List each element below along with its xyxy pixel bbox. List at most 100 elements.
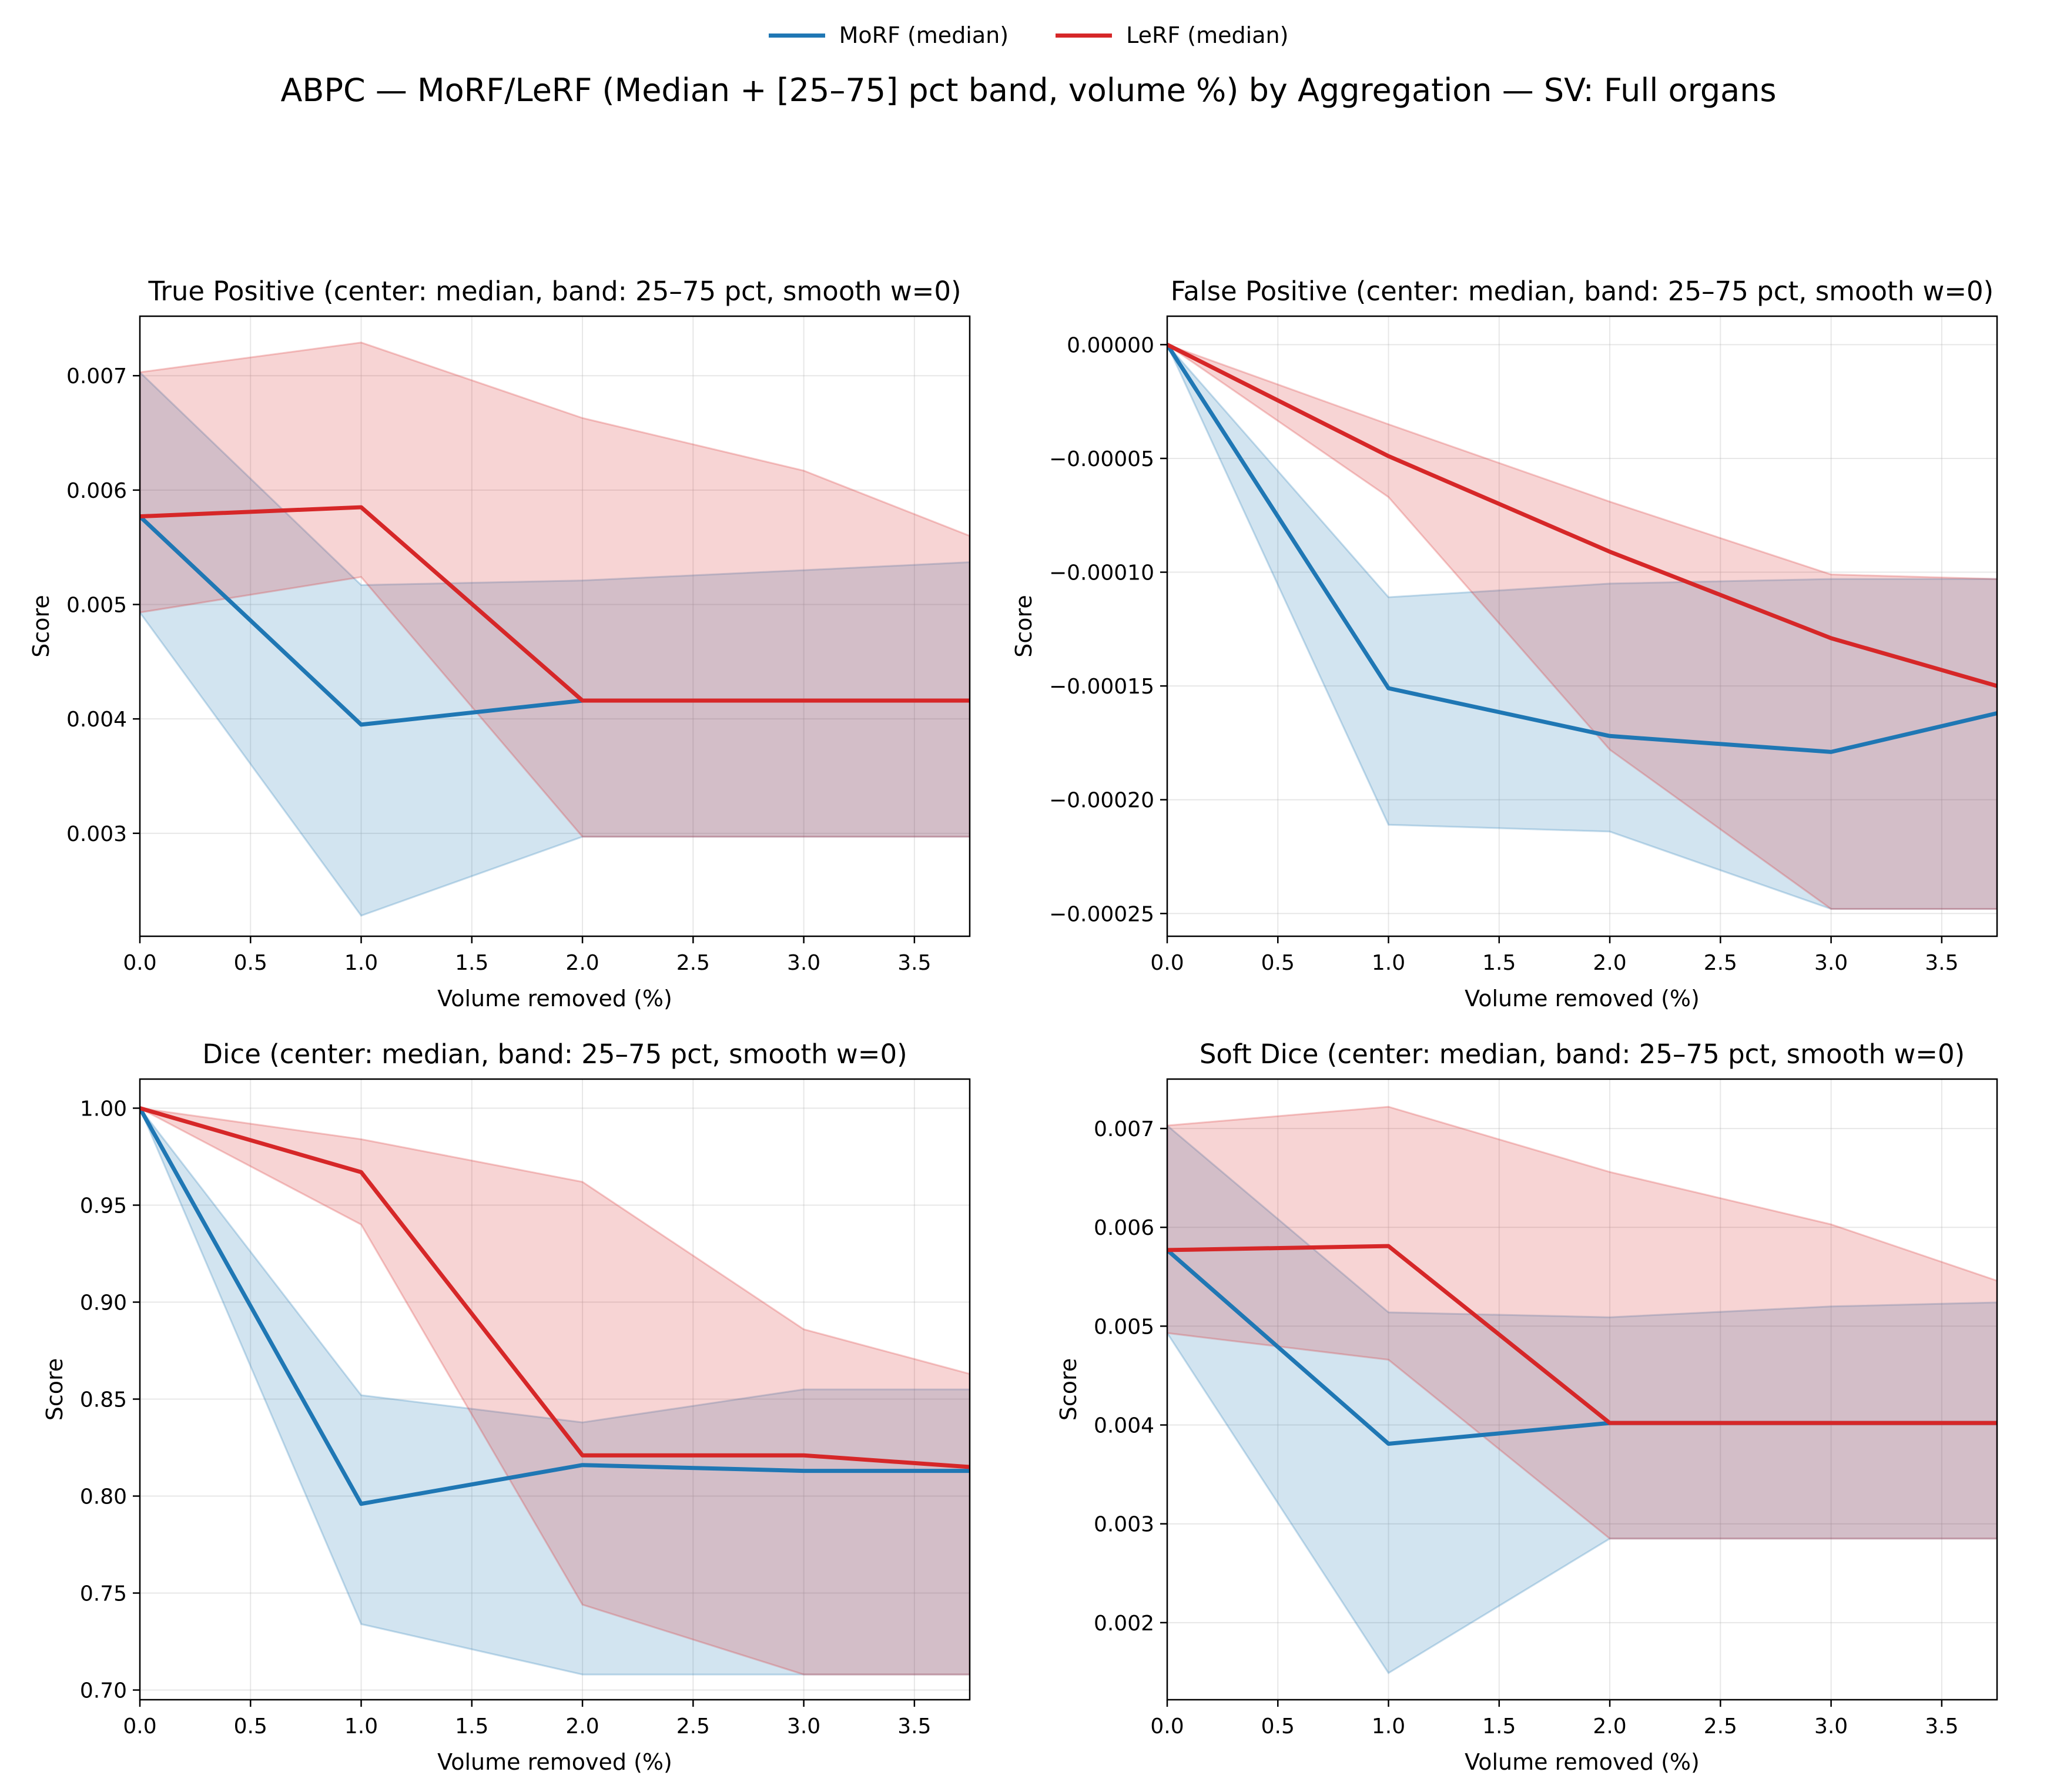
y-tick-label: 0.003 [1094,1513,1154,1537]
y-tick-label: 0.80 [80,1485,127,1509]
legend-label-morf: MoRF (median) [839,22,1009,48]
x-tick-label: 0.0 [1150,1714,1184,1739]
y-tick-label: 0.95 [80,1194,127,1218]
y-tick-label: −0.00005 [1049,447,1154,471]
chart-title: False Positive (center: median, band: 25… [1171,276,1994,307]
x-tick-label: 1.0 [344,1714,378,1739]
chart-false-positive: 0.0 0.5 1.0 1.5 2.0 2.5 3.0 3.5 0.00000 −0.00005 −… [1011,276,1998,1011]
plot-area [140,341,970,917]
y-tick-label: −0.00010 [1049,561,1154,585]
x-tick-label: 2.0 [1593,1714,1626,1739]
y-axis-label: Score [28,595,54,657]
y-tick-label: 0.90 [80,1291,127,1315]
y-tick-label: 0.006 [66,479,127,503]
x-tick-label: 0.0 [123,1714,156,1739]
x-tick-label: 2.5 [676,1714,710,1739]
x-tick-label: 1.0 [1372,1714,1405,1739]
band-lerf [1167,1106,1997,1540]
x-tick-label: 2.0 [1593,951,1626,975]
x-tick-label: 0.5 [1261,951,1295,975]
legend-swatch-morf [768,33,825,38]
legend-label-lerf: LeRF (median) [1126,22,1289,48]
x-tick-label: 2.5 [1704,951,1737,975]
x-tick-label: 0.5 [1261,1714,1295,1739]
chart-title: Dice (center: median, band: 25–75 pct, s… [202,1039,907,1070]
y-tick-label: 0.005 [1094,1315,1154,1339]
y-tick-label: 0.002 [1094,1612,1154,1636]
y-tick-label: 0.003 [66,822,127,846]
chart-title: True Positive (center: median, band: 25–… [148,276,961,307]
y-tick-label: 0.85 [80,1388,127,1412]
legend-item-morf: MoRF (median) [768,22,1009,48]
line-lerf-median [140,505,970,703]
x-axis-label: Volume removed (%) [1465,1749,1700,1775]
figure-title: ABPC — MoRF/LeRF (Median + [25–75] pct b… [280,72,1777,109]
band-morf [140,371,970,917]
y-tick-label: −0.00025 [1049,902,1154,926]
band-lerf [1167,343,1997,910]
y-tick-label: 0.007 [66,364,127,388]
x-tick-label: 1.5 [1482,951,1516,975]
x-tick-label: 2.5 [676,951,710,975]
plot-area [140,1106,970,1676]
line-lerf-median [1167,343,1997,688]
x-tick-label: 3.5 [897,1714,931,1739]
x-tick-label: 3.0 [1814,1714,1848,1739]
x-tick-label: 3.5 [1925,1714,1958,1739]
y-tick-label: 1.00 [80,1097,127,1121]
line-morf-median [140,1107,970,1506]
y-tick-label: 0.00000 [1067,333,1154,357]
x-tick-label: 3.5 [1925,951,1958,975]
x-tick-label: 2.0 [565,1714,599,1739]
axes-frame [139,1078,971,1701]
x-axis-label: Volume removed (%) [437,986,672,1011]
x-tick-label: 1.5 [455,951,488,975]
line-lerf-median [140,1106,970,1469]
x-tick-label: 3.5 [897,951,931,975]
band-lerf [140,341,970,838]
y-axis-label: Score [1056,1358,1081,1421]
x-axis-label: Volume removed (%) [437,1749,672,1775]
chart-dice: 0.0 0.5 1.0 1.5 2.0 2.5 3.0 3.5 0.70 0.75 0.80 0.85… [42,1039,971,1775]
plot-area [1167,1106,1997,1674]
x-tick-label: 1.5 [1482,1714,1516,1739]
y-tick-label: −0.00020 [1049,789,1154,813]
x-tick-label: 0.0 [123,951,156,975]
axes-frame [1166,315,1998,937]
line-lerf-median [1167,1244,1997,1425]
x-tick-label: 3.0 [787,951,820,975]
x-tick-label: 0.0 [1150,951,1184,975]
y-tick-label: 0.004 [1094,1414,1154,1438]
y-axis-label: Score [42,1358,68,1421]
x-tick-label: 2.0 [565,951,599,975]
x-tick-label: 1.0 [1372,951,1405,975]
y-tick-label: 0.75 [80,1582,127,1606]
x-axis-label: Volume removed (%) [1465,986,1700,1011]
x-tick-label: 0.5 [234,951,267,975]
legend-item-lerf: LeRF (median) [1056,22,1288,48]
legend: MoRF (median) LeRF (median) [0,22,2057,48]
axes-frame [139,315,971,937]
y-tick-label: 0.007 [1094,1117,1154,1141]
x-tick-label: 3.0 [787,1714,820,1739]
band-morf [1167,344,1997,910]
plot-area [1167,343,1997,910]
y-tick-label: 0.004 [66,708,127,732]
band-lerf [140,1107,970,1676]
x-tick-label: 1.0 [344,951,378,975]
x-tick-label: 2.5 [1704,1714,1737,1739]
legend-swatch-lerf [1056,33,1113,38]
x-tick-label: 3.0 [1814,951,1848,975]
x-tick-label: 0.5 [234,1714,267,1739]
chart-true-positive: 0.0 0.5 1.0 1.5 2.0 2.5 3.0 3.5 0.003 0.004 0.005 0… [28,276,971,1011]
band-morf [140,1107,970,1676]
line-morf-median [1167,343,1997,754]
y-tick-label: −0.00015 [1049,675,1154,699]
y-axis-label: Score [1011,595,1037,657]
y-tick-label: 0.005 [66,594,127,618]
chart-title: Soft Dice (center: median, band: 25–75 p… [1200,1039,1965,1070]
y-tick-label: 0.006 [1094,1216,1154,1240]
axes-frame [1166,1078,1998,1701]
chart-soft-dice: 0.0 0.5 1.0 1.5 2.0 2.5 3.0 3.5 0.002 0.003 0.004 0… [1056,1039,1998,1775]
